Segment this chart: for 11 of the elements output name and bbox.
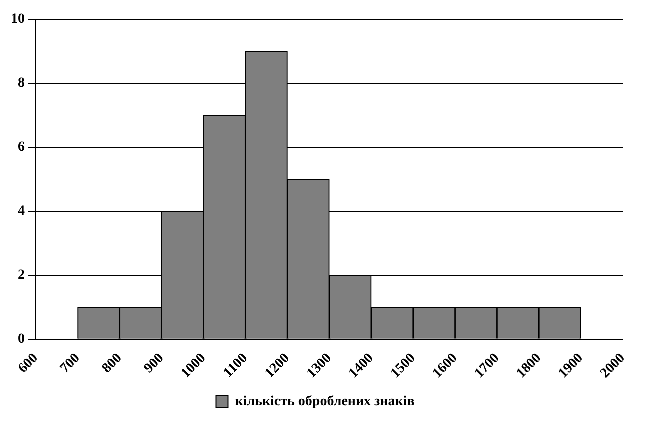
legend-label: кількість оброблених знаків bbox=[235, 394, 416, 410]
y-tick-label: 4 bbox=[18, 204, 25, 219]
x-tick-label: 600 bbox=[16, 351, 42, 376]
x-tick-label: 700 bbox=[58, 351, 84, 376]
x-tick-label: 800 bbox=[100, 351, 126, 376]
y-tick-label: 6 bbox=[18, 140, 25, 155]
y-tick-label: 10 bbox=[11, 12, 25, 28]
y-tick-label: 0 bbox=[18, 332, 25, 347]
y-tick-label: 8 bbox=[18, 76, 25, 91]
x-tick-label: 900 bbox=[142, 351, 168, 376]
y-tick-label: 2 bbox=[18, 268, 25, 283]
